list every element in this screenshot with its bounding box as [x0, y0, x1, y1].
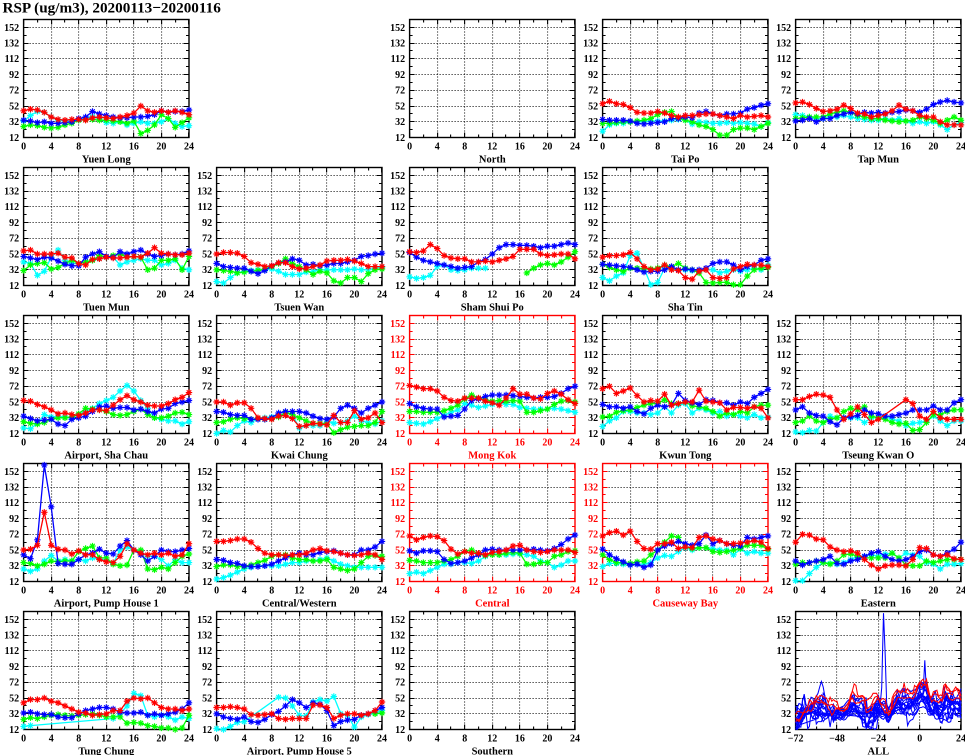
svg-text:Eastern: Eastern	[861, 598, 896, 609]
svg-text:Mong Kok: Mong Kok	[468, 450, 516, 461]
svg-text:Yuen Long: Yuen Long	[82, 154, 132, 165]
svg-text:Tung Chung: Tung Chung	[78, 746, 135, 755]
svg-text:Tai Po: Tai Po	[671, 154, 700, 165]
svg-text:Southern: Southern	[472, 746, 514, 755]
svg-text:Kwun Tong: Kwun Tong	[659, 450, 712, 461]
svg-text:Tseung Kwan O: Tseung Kwan O	[842, 450, 914, 461]
svg-text:Tap Mun: Tap Mun	[858, 154, 900, 165]
svg-text:Sham Shui Po: Sham Shui Po	[461, 302, 524, 313]
svg-text:Causeway Bay: Causeway Bay	[652, 598, 718, 609]
svg-text:Central/Western: Central/Western	[262, 598, 337, 609]
svg-text:Sha Tin: Sha Tin	[668, 302, 703, 313]
svg-text:ALL: ALL	[868, 746, 890, 755]
svg-text:Kwai Chung: Kwai Chung	[271, 450, 329, 461]
svg-text:North: North	[479, 154, 506, 165]
svg-text:Central: Central	[475, 598, 509, 609]
svg-text:Tuen Mun: Tuen Mun	[83, 302, 130, 313]
svg-text:Airport, Pump House 5: Airport, Pump House 5	[247, 746, 352, 755]
svg-text:Airport, Pump House 1: Airport, Pump House 1	[54, 598, 159, 609]
svg-text:Tsuen Wan: Tsuen Wan	[274, 302, 324, 313]
svg-text:RSP (ug/m3), 20200113−20200116: RSP (ug/m3), 20200113−20200116	[3, 0, 222, 17]
svg-text:Airport, Sha Chau: Airport, Sha Chau	[64, 450, 148, 461]
